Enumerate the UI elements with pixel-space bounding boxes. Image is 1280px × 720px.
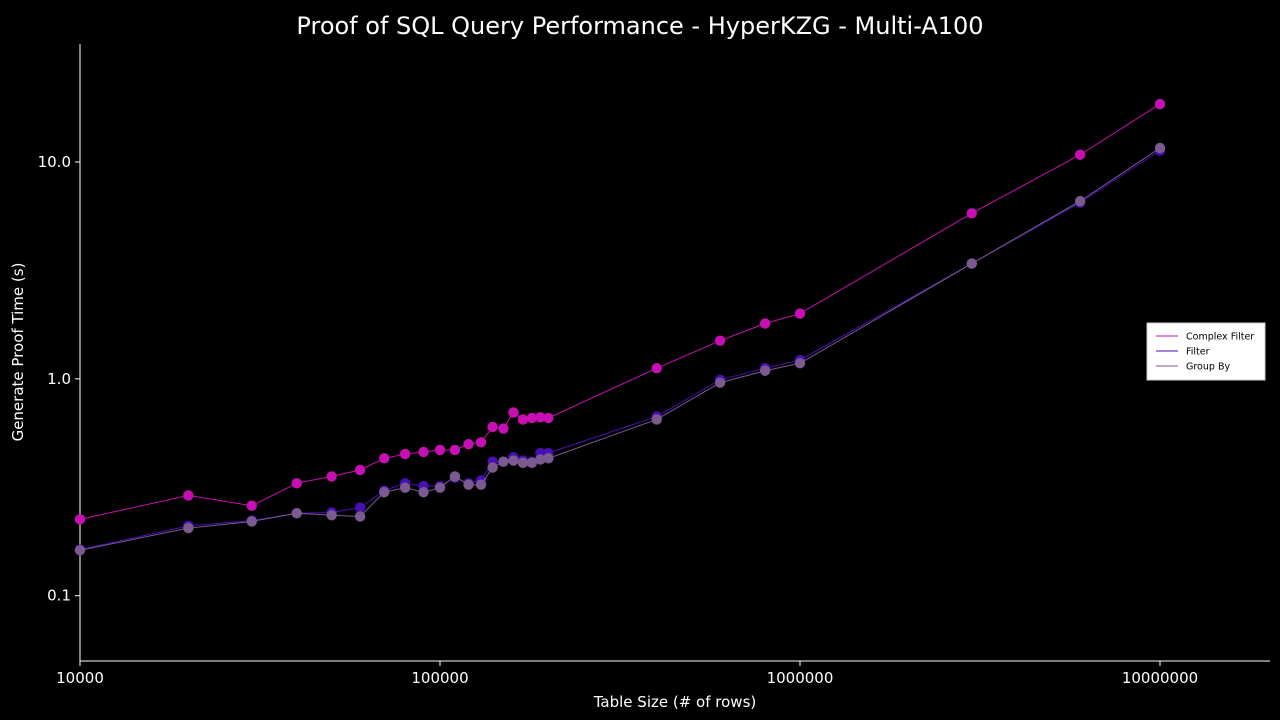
legend-label: Complex Filter: [1186, 332, 1254, 343]
data-point: [1154, 142, 1166, 154]
x-axis-label: Table Size (# of rows): [593, 693, 756, 711]
chart-title: Proof of SQL Query Performance - HyperKZ…: [296, 12, 983, 40]
data-point: [291, 478, 302, 489]
data-point: [714, 377, 726, 388]
data-point: [246, 516, 257, 527]
data-point: [794, 358, 806, 369]
data-point: [526, 457, 538, 469]
legend-label: Group By: [1186, 362, 1230, 373]
data-point: [449, 471, 461, 482]
data-point: [651, 362, 662, 374]
data-point: [1074, 195, 1086, 207]
data-point: [1154, 98, 1166, 110]
data-point: [434, 444, 446, 456]
data-point: [74, 545, 86, 556]
series-0: [74, 98, 1166, 525]
data-point: [354, 464, 366, 476]
series-2: [74, 142, 1166, 556]
data-point: [74, 514, 86, 525]
y-axis-label: Generate Proof Time (s): [9, 263, 27, 442]
data-point: [535, 454, 546, 465]
data-point: [651, 414, 662, 425]
data-point: [183, 490, 194, 501]
data-point: [418, 446, 429, 458]
data-point: [966, 208, 977, 219]
x-tick-label: 10000000: [1122, 669, 1198, 687]
y-tick-label: 10.0: [38, 153, 71, 171]
data-point: [183, 522, 194, 534]
legend-label: Filter: [1186, 347, 1210, 358]
data-point: [508, 407, 519, 418]
data-point: [379, 453, 390, 464]
data-point: [517, 414, 529, 425]
data-point: [449, 444, 461, 456]
data-point: [326, 510, 337, 521]
data-point: [517, 457, 529, 469]
data-point: [508, 455, 519, 466]
series-line: [79, 103, 1161, 520]
y-tick-label: 0.1: [47, 587, 71, 605]
data-point: [463, 438, 474, 450]
data-point: [498, 456, 509, 467]
data-point: [291, 508, 302, 519]
data-point: [326, 471, 337, 482]
x-tick-label: 1000000: [767, 669, 834, 687]
data-point: [434, 482, 446, 493]
data-point: [535, 412, 546, 423]
y-tick-label: 1.0: [47, 370, 71, 388]
data-point: [714, 335, 726, 346]
series-line: [79, 147, 1161, 551]
data-point: [246, 500, 257, 511]
data-point: [487, 462, 498, 473]
data-point: [475, 437, 487, 448]
data-point: [399, 482, 411, 493]
series-layer: [74, 98, 1166, 556]
x-ticks: 10000 100000 1000000 10000000: [56, 661, 1198, 687]
data-point: [498, 423, 509, 434]
data-point: [487, 421, 498, 433]
x-tick-label: 100000: [411, 669, 468, 687]
data-point: [463, 479, 474, 490]
data-point: [418, 487, 429, 498]
data-point: [543, 453, 554, 464]
data-point: [379, 487, 390, 498]
y-ticks: 0.1 1.0 10.0: [38, 153, 80, 605]
legend: Complex Filter Filter Group By: [1146, 322, 1266, 381]
series-1: [74, 145, 1166, 555]
data-point: [794, 308, 806, 319]
data-point: [354, 502, 366, 513]
x-tick-label: 10000: [56, 669, 104, 687]
data-point: [475, 479, 487, 490]
data-point: [759, 318, 771, 329]
data-point: [526, 412, 538, 424]
data-point: [966, 258, 977, 269]
data-point: [759, 365, 771, 376]
series-line: [79, 150, 1161, 551]
data-point: [399, 448, 411, 460]
data-point: [1074, 149, 1086, 160]
data-point: [354, 511, 366, 522]
data-point: [543, 412, 554, 424]
